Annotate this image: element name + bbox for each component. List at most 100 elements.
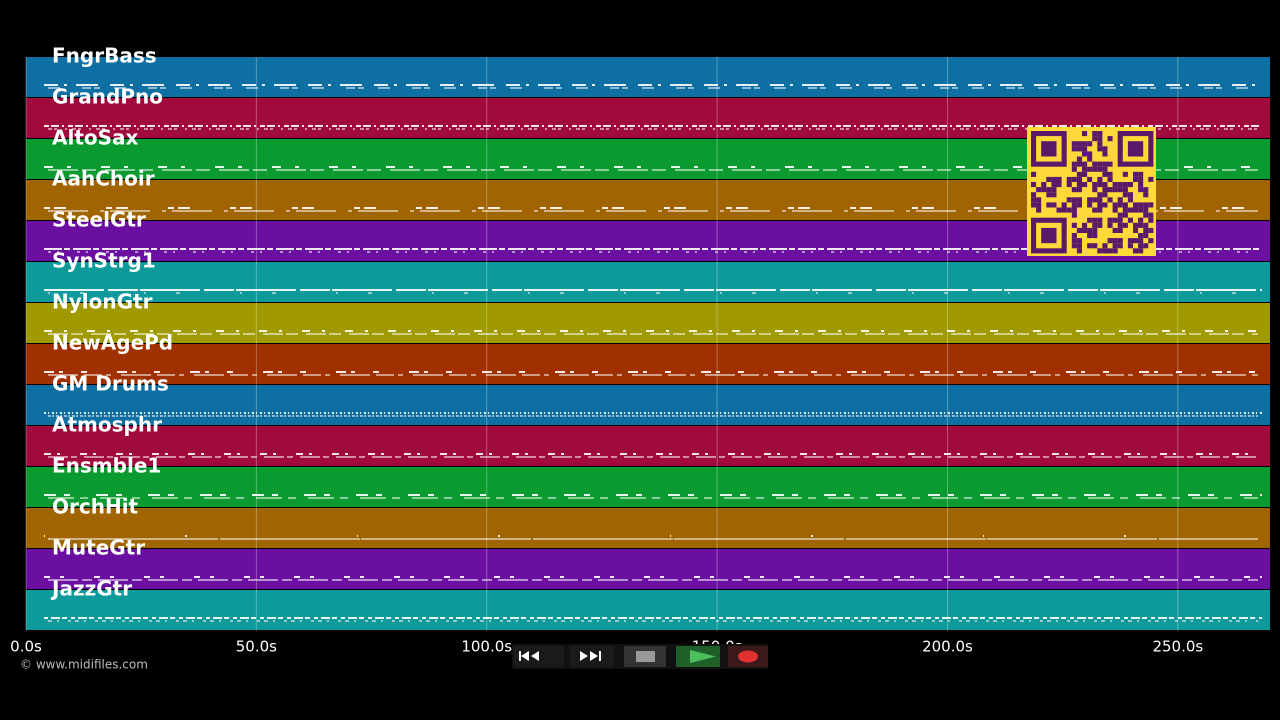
qr-module [1082,161,1088,167]
qr-module [1076,227,1082,233]
qr-module [1112,227,1118,233]
qr-module [1092,187,1098,193]
qr-module [1087,202,1093,208]
qr-module [1138,176,1144,182]
qr-module [1148,238,1154,244]
qr-module [1051,176,1057,182]
track-band [26,303,1270,343]
rewind-icon [519,651,539,661]
qr-module [1092,161,1098,167]
track-band [26,426,1270,466]
qr-module [1071,243,1077,249]
qr-module [1087,176,1093,182]
qr-module [1117,212,1123,218]
qr-module [1117,238,1123,244]
qr-module [1076,141,1082,147]
track-name: GrandPno [52,85,163,109]
qr-module [1117,217,1123,223]
qr-module [1066,197,1072,203]
qr-module [1056,182,1062,188]
qr-module [1051,187,1057,193]
qr-module [1127,207,1133,213]
qr-module [1102,151,1108,157]
stop-button[interactable] [624,646,666,667]
qr-module [1076,156,1082,162]
qr-module [1138,233,1144,239]
qr-module [1097,141,1103,147]
qr-module [1117,227,1123,233]
qr-module [1133,171,1139,177]
qr-module [1097,182,1103,188]
qr-module [1112,207,1118,213]
x-tick-label: 200.0s [922,638,973,656]
qr-module [1082,182,1088,188]
qr-module [1138,171,1144,177]
qr-module [1143,207,1149,213]
track-name: NewAgePd [52,331,173,355]
qr-module [1066,182,1072,188]
qr-module [1112,248,1118,254]
qr-module [1097,166,1103,172]
qr-module [1097,176,1103,182]
qr-module [1087,156,1093,162]
qr-module [1056,207,1062,213]
track-band [26,385,1270,425]
qr-module [1143,192,1149,198]
qr-module [1107,136,1113,142]
qr-module [1148,227,1154,233]
qr-module [1112,187,1118,193]
forward-icon [580,651,601,661]
qr-module [1031,192,1037,198]
qr-module [1076,176,1082,182]
qr-module [1117,182,1123,188]
qr-module [1076,202,1082,208]
qr-module [1036,187,1042,193]
qr-module [1092,217,1098,223]
qr-module [1076,187,1082,193]
qr-module [1031,171,1037,177]
qr-module [1097,192,1103,198]
qr-module [1092,207,1098,213]
track-name: Ensmble1 [52,454,161,478]
qr-module [1092,131,1098,137]
qr-module [1112,202,1118,208]
qr-module [1071,187,1077,193]
record-button[interactable] [728,646,768,667]
qr-module [1082,222,1088,228]
qr-module [1117,187,1123,193]
qr-module [1102,182,1108,188]
qr-module [1127,238,1133,244]
play-button[interactable] [676,646,720,667]
qr-module [1082,146,1088,152]
track-band [26,467,1270,507]
track-name: AahChoir [52,167,155,191]
qr-module [1107,222,1113,228]
qr-module [1097,197,1103,203]
qr-module [1133,238,1139,244]
qr-module [1031,182,1037,188]
qr-module [1087,166,1093,172]
qr-module [1071,197,1077,203]
qr-module [1138,217,1144,223]
track-name: MuteGtr [52,536,145,560]
forward-button[interactable] [570,646,614,667]
qr-module [1138,202,1144,208]
qr-module [1102,248,1108,254]
qr-module [1071,146,1077,152]
rewind-button[interactable] [514,646,564,667]
qr-module [1143,202,1149,208]
track-band [26,344,1270,384]
qr-module [1092,166,1098,172]
qr-module [1076,197,1082,203]
qr-module [1071,233,1077,239]
qr-module [1071,141,1077,147]
qr-module [1112,243,1118,249]
qr-module [1148,176,1154,182]
qr-module [1143,233,1149,239]
qr-module [1143,227,1149,233]
qr-module [1122,171,1128,177]
qr-module [1133,248,1139,254]
qr-module [1056,176,1062,182]
x-tick-label: 0.0s [10,638,42,656]
